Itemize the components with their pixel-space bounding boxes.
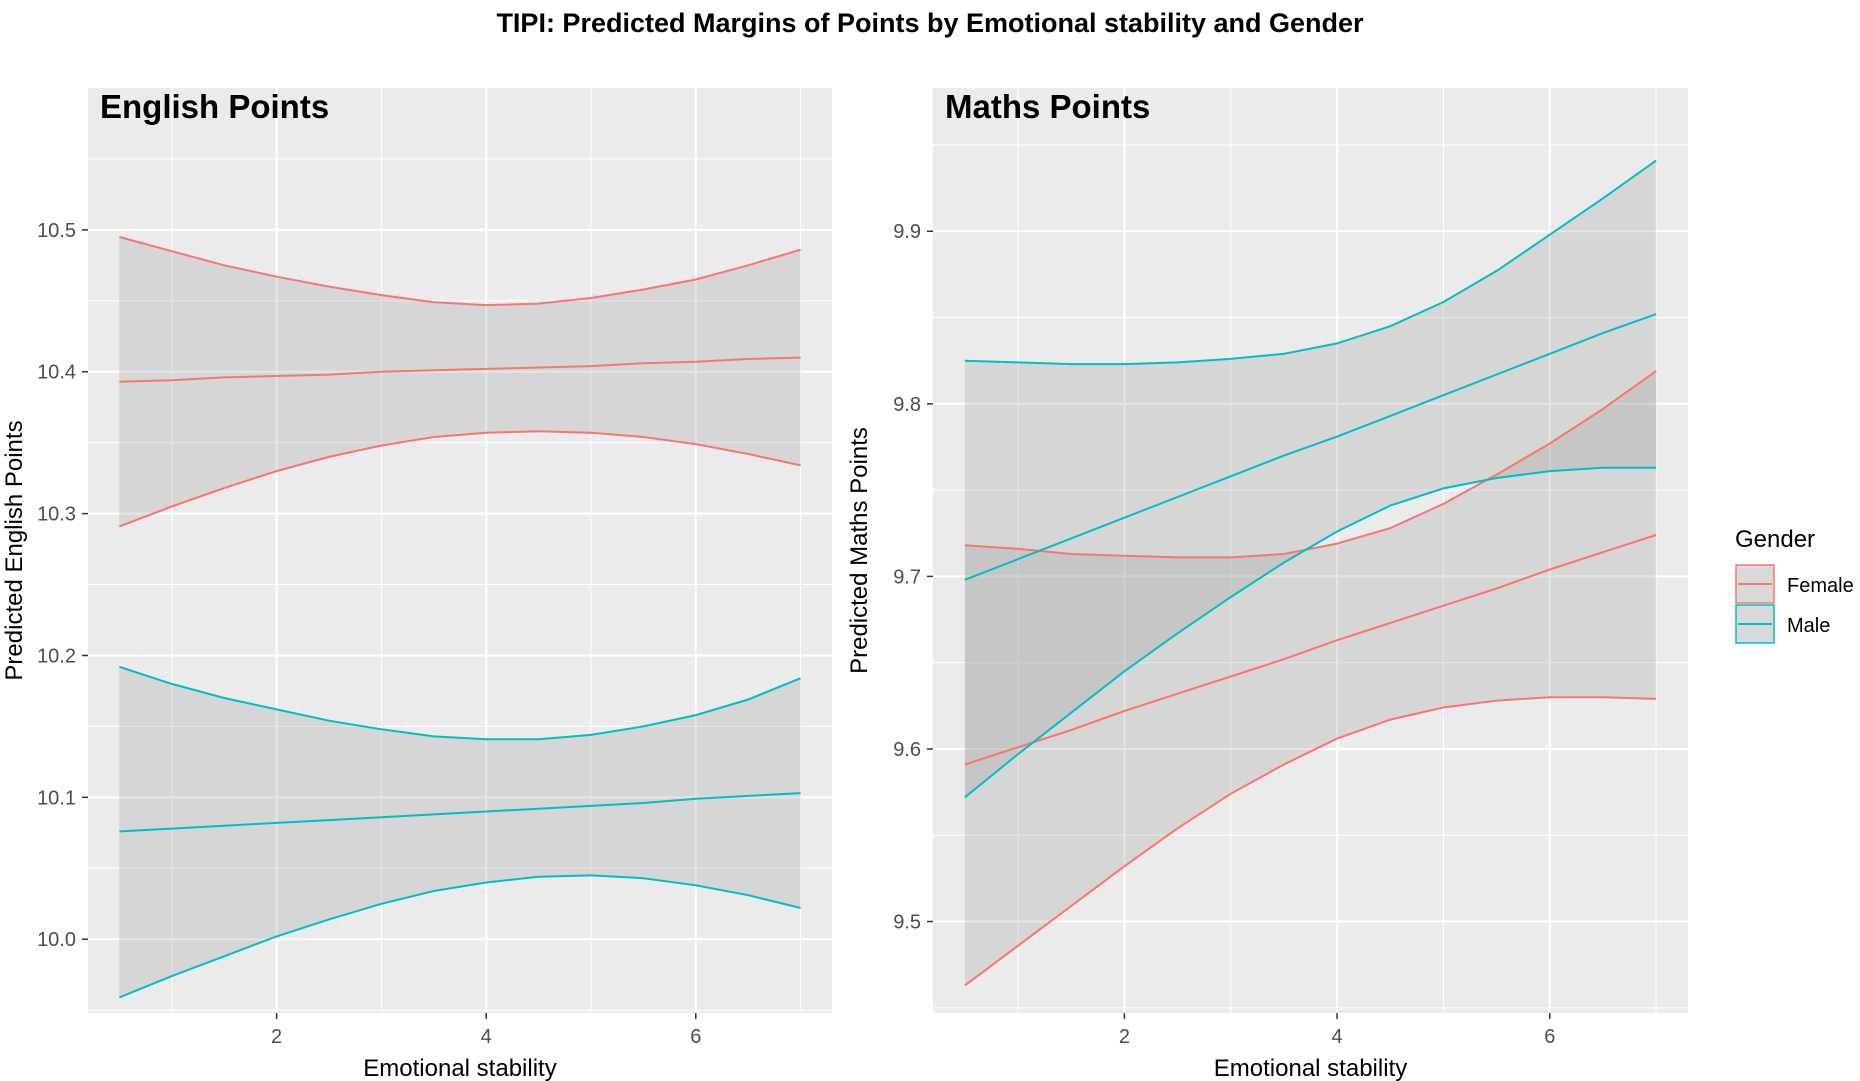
- english-points-lower-line-male: [119, 874, 801, 999]
- maths-points-y-axis-title: Predicted Maths Points: [846, 427, 873, 674]
- english-points-upper-line-male: [119, 665, 801, 741]
- maths-points-x-tick-label: 6: [1544, 1026, 1555, 1048]
- legend: Gender Female Male: [1735, 526, 1854, 644]
- maths-points-plot-background: [933, 88, 1688, 1013]
- maths-points-y-tick-label: 9.7: [893, 566, 921, 588]
- english-points-y-tick-label: 10.2: [37, 645, 76, 667]
- english-points-x-tick-label: 2: [271, 1026, 282, 1048]
- maths-points-upper-line-male: [964, 159, 1657, 366]
- maths-points-x-tick-label: 2: [1119, 1026, 1130, 1048]
- maths-points-y-tick-label: 9.8: [893, 394, 921, 416]
- english-points-y-tick-label: 10.0: [37, 929, 76, 951]
- english-points-y-tick-label: 10.1: [37, 787, 76, 809]
- main-title: TIPI: Predicted Margins of Points by Emo…: [496, 8, 1364, 38]
- maths-points-ribbon-male: [964, 160, 1657, 798]
- english-points-y-tick-label: 10.5: [37, 220, 76, 242]
- english-points-lower-line-female: [119, 430, 801, 528]
- english-points-ribbon-female: [119, 237, 801, 527]
- maths-points-y-tick-label: 9.6: [893, 739, 921, 761]
- legend-label-female: Female: [1787, 575, 1854, 597]
- english-points-y-tick-label: 10.3: [37, 504, 76, 526]
- maths-points-x-axis-title: Emotional stability: [1214, 1055, 1407, 1081]
- english-points-fit-line-female: [119, 356, 801, 383]
- maths-points-y-tick-label: 9.5: [893, 912, 921, 934]
- english-points-upper-line-female: [119, 236, 801, 307]
- legend-title: Gender: [1735, 526, 1815, 553]
- legend-item-female: Female: [1735, 564, 1854, 604]
- english-points-fit-line-male: [119, 792, 801, 833]
- maths-points-lower-line-female: [964, 696, 1657, 987]
- maths-points-panel-title: Maths Points: [945, 88, 1150, 125]
- english-points-x-tick-label: 6: [690, 1026, 701, 1048]
- english-points-x-tick-label: 4: [481, 1026, 492, 1048]
- maths-points-panel: 9.5 9.6 9.7 9.8 9.9 2 4 6 Emotional stability Pre…: [846, 88, 1688, 1081]
- english-points-y-axis-title: Predicted English Points: [1, 420, 28, 680]
- english-points-panel: 10.0 10.1 10.2 10.3 10.4 10.5 2 4 6 Emotional sta…: [1, 88, 832, 1081]
- legend-label-male: Male: [1787, 615, 1830, 637]
- english-points-plot-background: [88, 88, 832, 1013]
- maths-points-x-tick-label: 4: [1332, 1026, 1343, 1048]
- english-points-x-axis-title: Emotional stability: [363, 1055, 556, 1081]
- maths-points-fit-line-male: [964, 313, 1657, 581]
- english-points-ribbon-male: [119, 666, 801, 998]
- english-points-panel-title: English Points: [100, 88, 329, 125]
- legend-item-male: Male: [1735, 604, 1830, 644]
- maths-points-fit-line-female: [964, 534, 1657, 766]
- maths-points-lower-line-male: [964, 466, 1657, 799]
- maths-points-upper-line-female: [964, 370, 1657, 559]
- maths-points-ribbon-female: [964, 371, 1657, 986]
- maths-points-y-tick-label: 9.9: [893, 221, 921, 243]
- english-points-y-tick-label: 10.4: [37, 362, 76, 384]
